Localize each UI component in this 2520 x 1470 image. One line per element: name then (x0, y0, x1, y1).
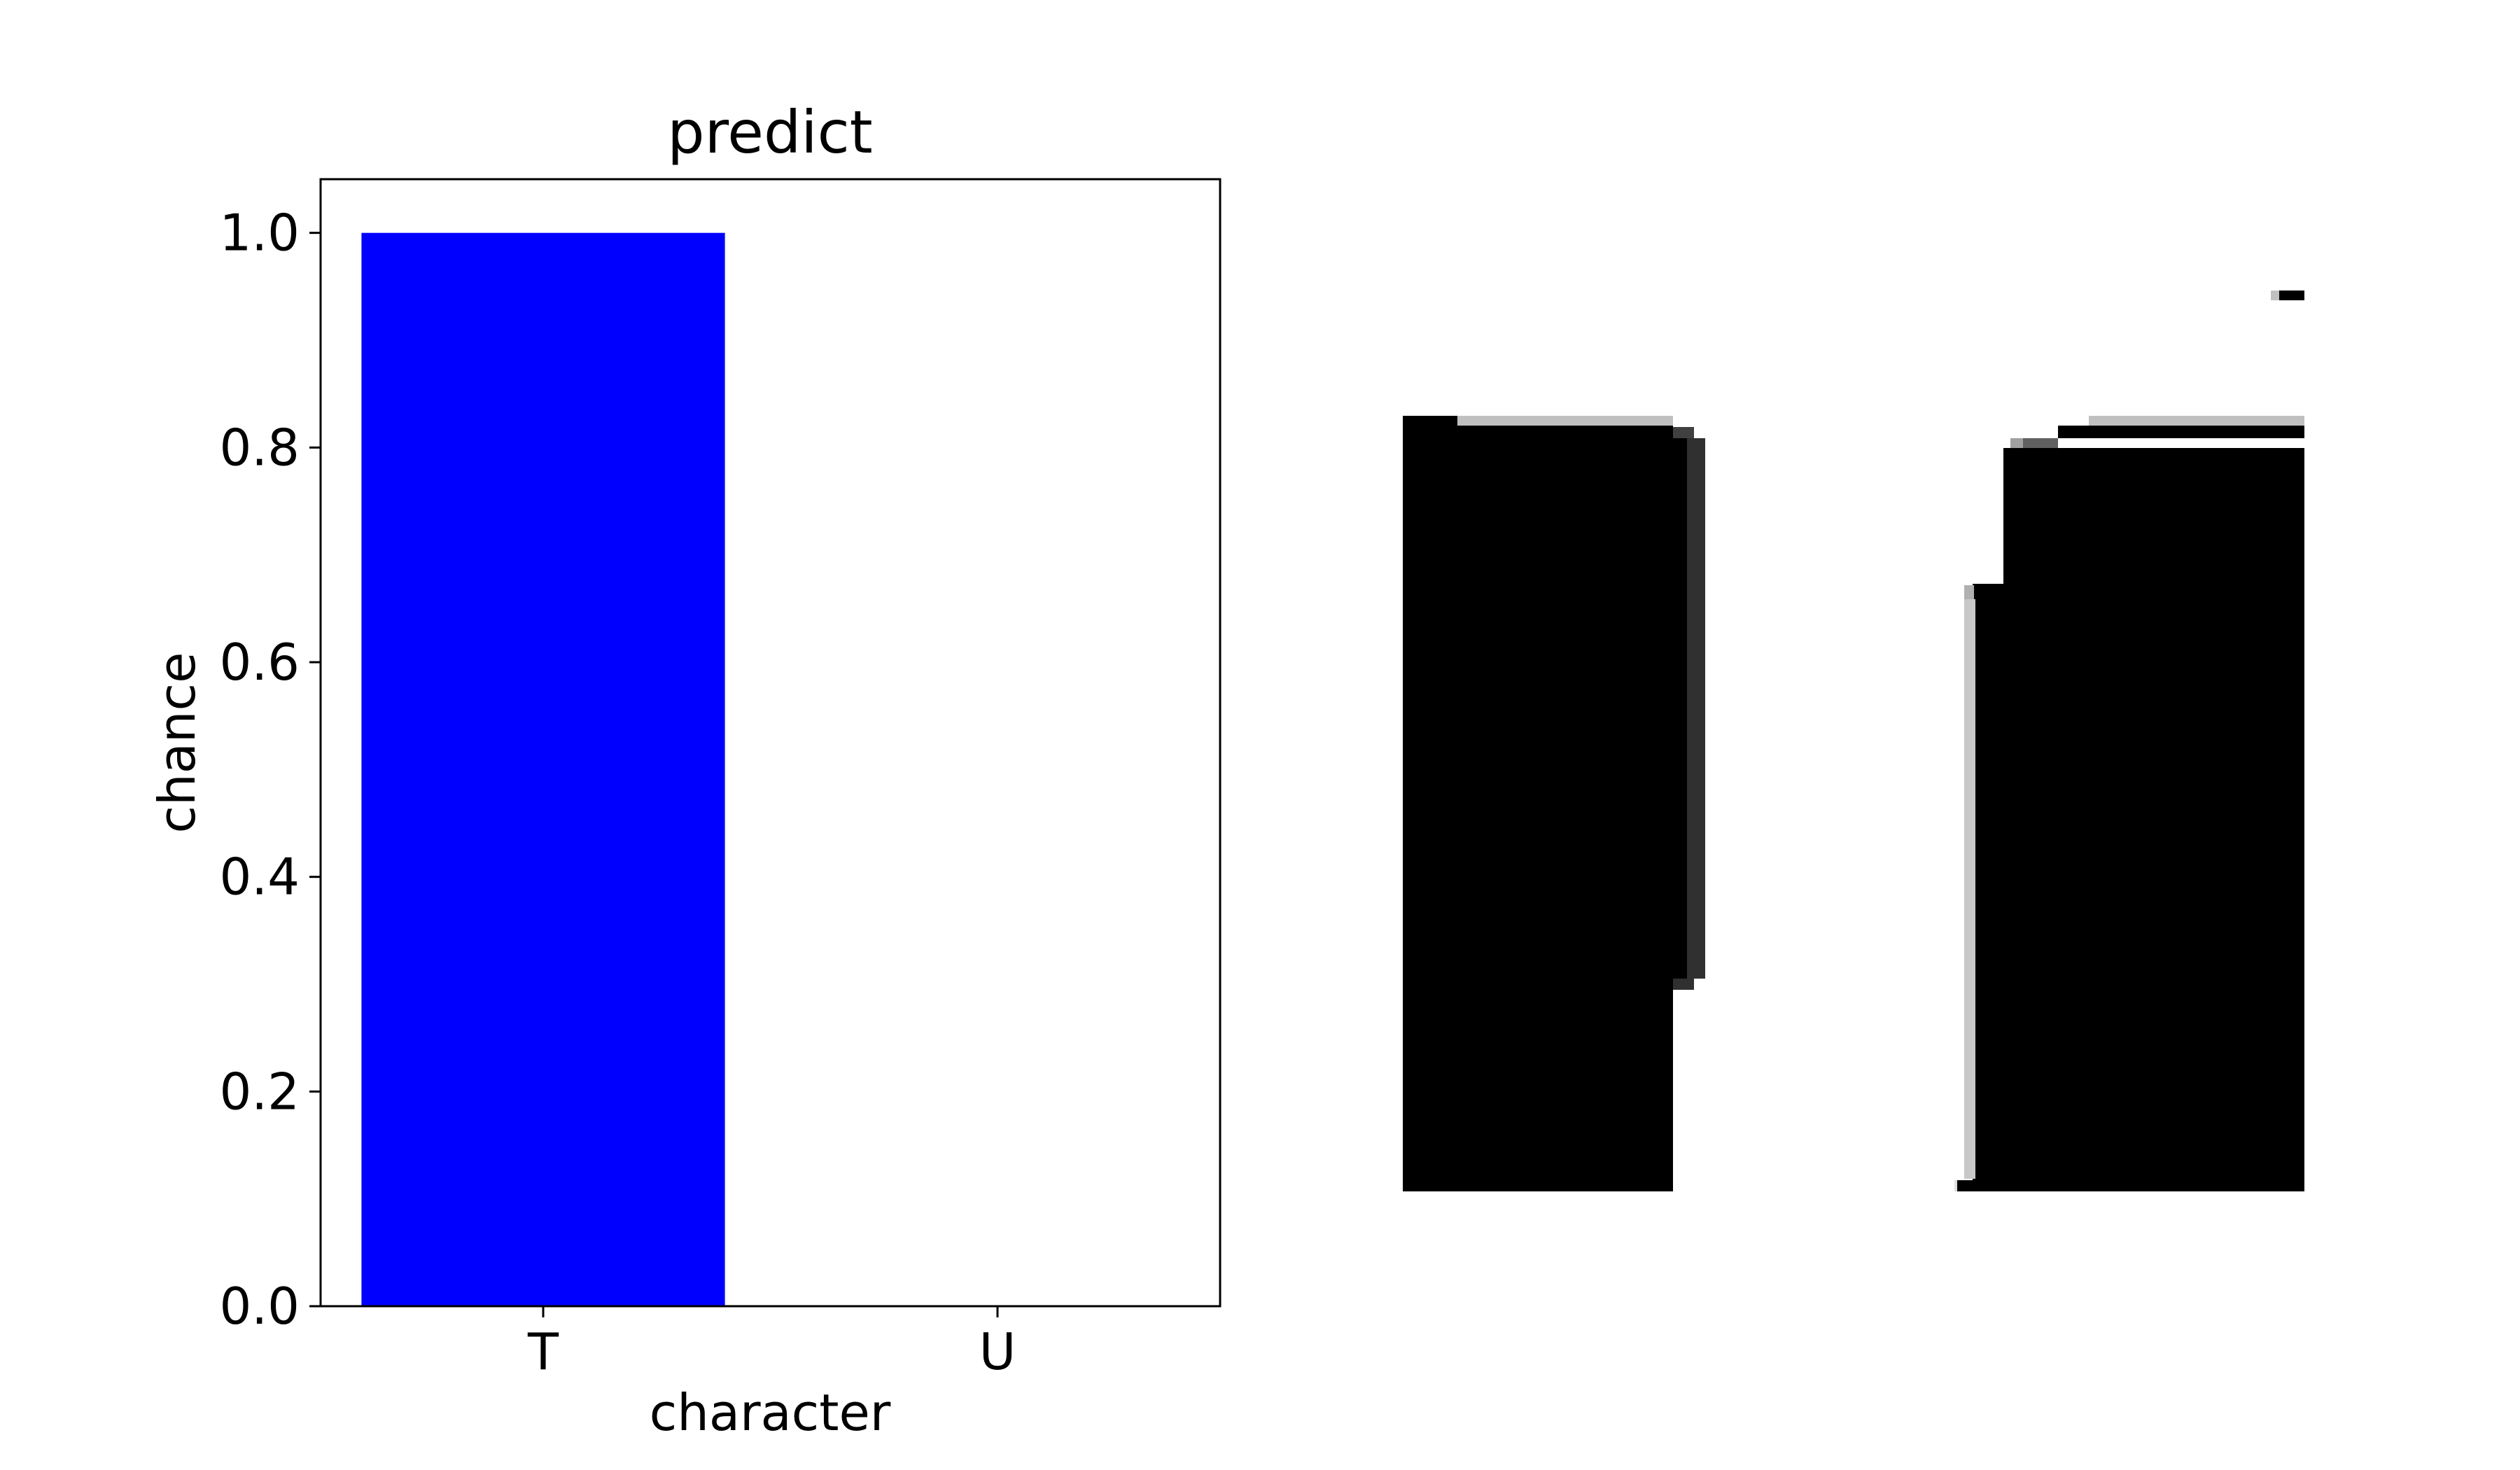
image-block (2279, 290, 2304, 300)
y-tick-label: 0.6 (219, 633, 300, 692)
y-tick-label: 0.8 (219, 418, 300, 477)
x-tick-label: T (527, 1322, 559, 1381)
image-block (1673, 438, 1687, 990)
input-character-image (1403, 290, 2304, 1191)
image-block (1687, 438, 1705, 979)
bars (361, 232, 725, 1307)
image-block (2010, 438, 2023, 448)
image-block (2003, 448, 2304, 1191)
image-block (1957, 1180, 1978, 1191)
y-ticks: 0.0 0.2 0.4 0.6 0.8 1.0 (219, 204, 321, 1336)
x-tick-label: U (979, 1322, 1016, 1381)
image-block (2089, 416, 2304, 426)
image-block (1975, 599, 1981, 1179)
image-block (1964, 599, 1975, 1179)
y-tick-label: 0.0 (219, 1277, 300, 1336)
image-block (1673, 979, 1694, 990)
image-block (1403, 427, 1673, 1191)
y-tick-label: 0.2 (219, 1062, 300, 1121)
image-block (1673, 427, 1694, 438)
y-axis-label: chance (148, 652, 206, 834)
y-tick-label: 0.4 (219, 848, 300, 906)
chart-title: predict (667, 98, 872, 167)
image-block (1457, 426, 1673, 428)
image-block (2271, 290, 2279, 300)
image-block (2058, 426, 2304, 438)
image-block (1403, 416, 1457, 427)
image-block (2023, 438, 2058, 448)
image-block (1457, 416, 1673, 426)
y-tick-label: 1.0 (219, 204, 300, 262)
x-axis-label: character (650, 1383, 891, 1442)
plot-frame (319, 178, 1222, 1308)
image-block (1964, 585, 1974, 599)
bar-T (361, 232, 725, 1307)
